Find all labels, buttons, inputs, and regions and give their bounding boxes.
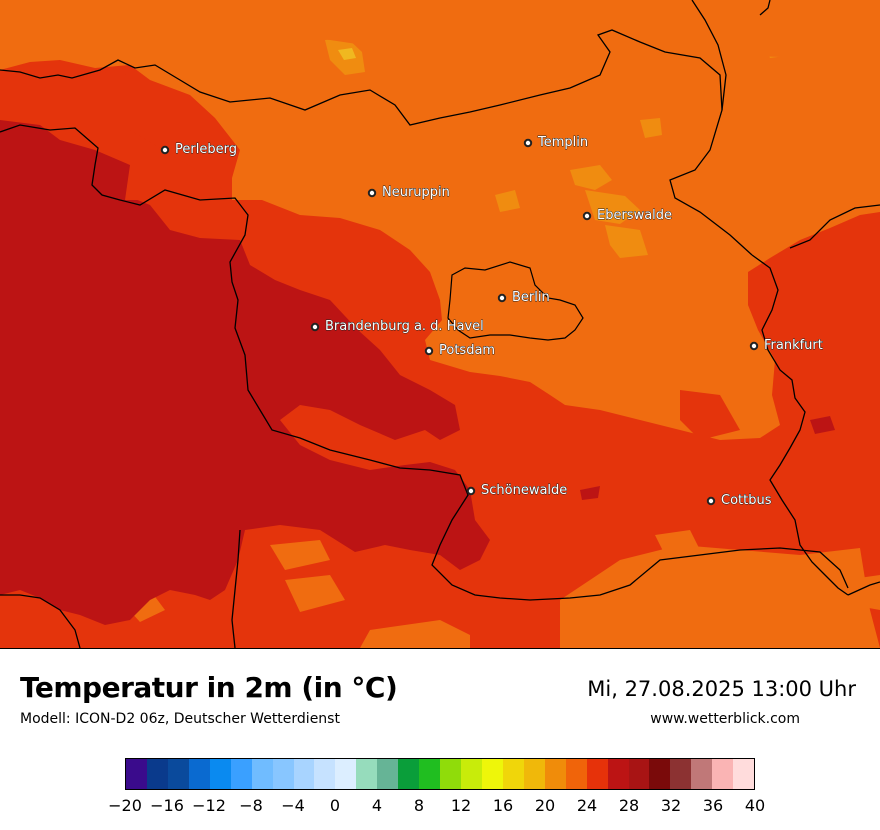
state-border-west: [0, 124, 849, 601]
city-markers: Perleberg Templin Neuruppin Eberswalde B…: [160, 135, 823, 508]
temp-field-dark-red: [0, 178, 490, 625]
color-swatch: [167, 759, 189, 789]
city-berlin: Berlin: [497, 290, 550, 305]
color-swatch: [398, 759, 420, 789]
city-dot[interactable]: [424, 346, 434, 356]
color-swatch: [314, 759, 336, 789]
color-swatch: [670, 759, 692, 789]
city-dot[interactable]: [749, 341, 759, 351]
city-brandenburg: Brandenburg a. d. Havel: [310, 319, 484, 334]
scale-tick-label: 16: [492, 796, 514, 815]
city-label: Frankfurt: [764, 338, 823, 353]
color-swatch: [440, 759, 461, 789]
color-swatch: [565, 759, 587, 789]
scale-tick-label: 12: [450, 796, 472, 815]
city-label: Schönewalde: [481, 483, 567, 498]
color-swatch: [419, 759, 441, 789]
city-templin: Templin: [523, 135, 589, 150]
scale-tick-label: 24: [576, 796, 598, 815]
color-swatch: [356, 759, 378, 789]
city-schoenewalde: Schönewalde: [466, 483, 568, 498]
city-frankfurt: Frankfurt: [749, 338, 823, 353]
color-swatch: [712, 759, 734, 789]
city-dot[interactable]: [497, 293, 507, 303]
city-dot[interactable]: [523, 138, 533, 148]
country-border-south: [847, 581, 880, 596]
scale-tick-label: −12: [192, 796, 226, 815]
city-label: Perleberg: [175, 142, 237, 157]
temperature-map[interactable]: Perleberg Templin Neuruppin Eberswalde B…: [0, 0, 880, 649]
color-swatch: [126, 759, 147, 789]
city-label: Eberswalde: [597, 208, 672, 223]
color-swatch: [502, 759, 524, 789]
color-swatch: [733, 759, 755, 789]
color-swatch: [691, 759, 713, 789]
city-dot[interactable]: [582, 211, 592, 221]
color-swatch: [188, 759, 210, 789]
city-dot[interactable]: [310, 322, 320, 332]
city-label: Brandenburg a. d. Havel: [325, 319, 484, 334]
color-swatch: [628, 759, 650, 789]
color-swatch: [523, 759, 545, 789]
forecast-datetime: Mi, 27.08.2025 13:00 Uhr: [587, 677, 856, 701]
color-swatch: [230, 759, 252, 789]
temp-field-orange-north-edge: [0, 0, 880, 60]
color-swatch: [272, 759, 294, 789]
color-swatch: [481, 759, 503, 789]
color-swatch: [649, 759, 671, 789]
temp-field-dark-red-patches: [0, 120, 835, 500]
berlin-border: [447, 261, 584, 341]
state-border-north: [0, 29, 753, 256]
map-title: Temperatur in 2m (in °C): [20, 671, 398, 704]
color-scale-bar: [125, 758, 755, 790]
color-swatch: [209, 759, 231, 789]
color-swatch: [251, 759, 273, 789]
model-info: Modell: ICON-D2 06z, Deutscher Wetterdie…: [20, 711, 340, 727]
scale-tick-label: 36: [702, 796, 724, 815]
website-link[interactable]: www.wetterblick.com: [650, 711, 800, 727]
color-swatch: [293, 759, 315, 789]
city-label: Templin: [537, 135, 588, 150]
color-swatch: [607, 759, 629, 789]
city-neuruppin: Neuruppin: [367, 185, 450, 200]
scale-tick-label: 28: [618, 796, 640, 815]
city-eberswalde: Eberswalde: [582, 208, 672, 223]
scale-tick-label: −16: [150, 796, 184, 815]
color-swatch: [335, 759, 357, 789]
city-dot[interactable]: [160, 145, 170, 155]
scale-tick-label: 8: [413, 796, 425, 815]
color-swatch: [461, 759, 482, 789]
color-swatch: [146, 759, 168, 789]
country-border-east: [691, 0, 727, 111]
city-dot[interactable]: [706, 496, 716, 506]
scale-tick-label: −4: [281, 796, 305, 815]
border-lines: [0, 0, 880, 648]
city-label: Potsdam: [439, 343, 495, 358]
state-border-west-2: [0, 594, 81, 648]
color-scale-ticks: −20 −16 −12 −8 −4 0 4 8 12 16 20 24 28 32 36 40: [108, 796, 765, 818]
scale-tick-label: 20: [534, 796, 556, 815]
country-border-corner: [759, 0, 771, 16]
city-label: Neuruppin: [382, 185, 450, 200]
city-dot[interactable]: [367, 188, 377, 198]
scale-tick-label: 4: [371, 796, 383, 815]
scale-tick-label: −20: [108, 796, 142, 815]
city-label: Berlin: [512, 290, 550, 305]
scale-tick-label: 0: [329, 796, 341, 815]
city-potsdam: Potsdam: [424, 343, 496, 358]
state-border-south-west: [231, 529, 241, 648]
country-border-poland: [789, 204, 880, 249]
city-cottbus: Cottbus: [706, 493, 772, 508]
city-label: Cottbus: [721, 493, 772, 508]
scale-tick-label: 32: [660, 796, 682, 815]
temp-field-orange-south: [120, 530, 880, 648]
color-swatch: [377, 759, 399, 789]
color-swatch: [586, 759, 608, 789]
color-swatch: [544, 759, 566, 789]
country-border-oder: [751, 254, 849, 596]
city-dot[interactable]: [466, 486, 476, 496]
scale-tick-label: 40: [744, 796, 766, 815]
scale-tick-label: −8: [239, 796, 263, 815]
city-perleberg: Perleberg: [160, 142, 237, 157]
